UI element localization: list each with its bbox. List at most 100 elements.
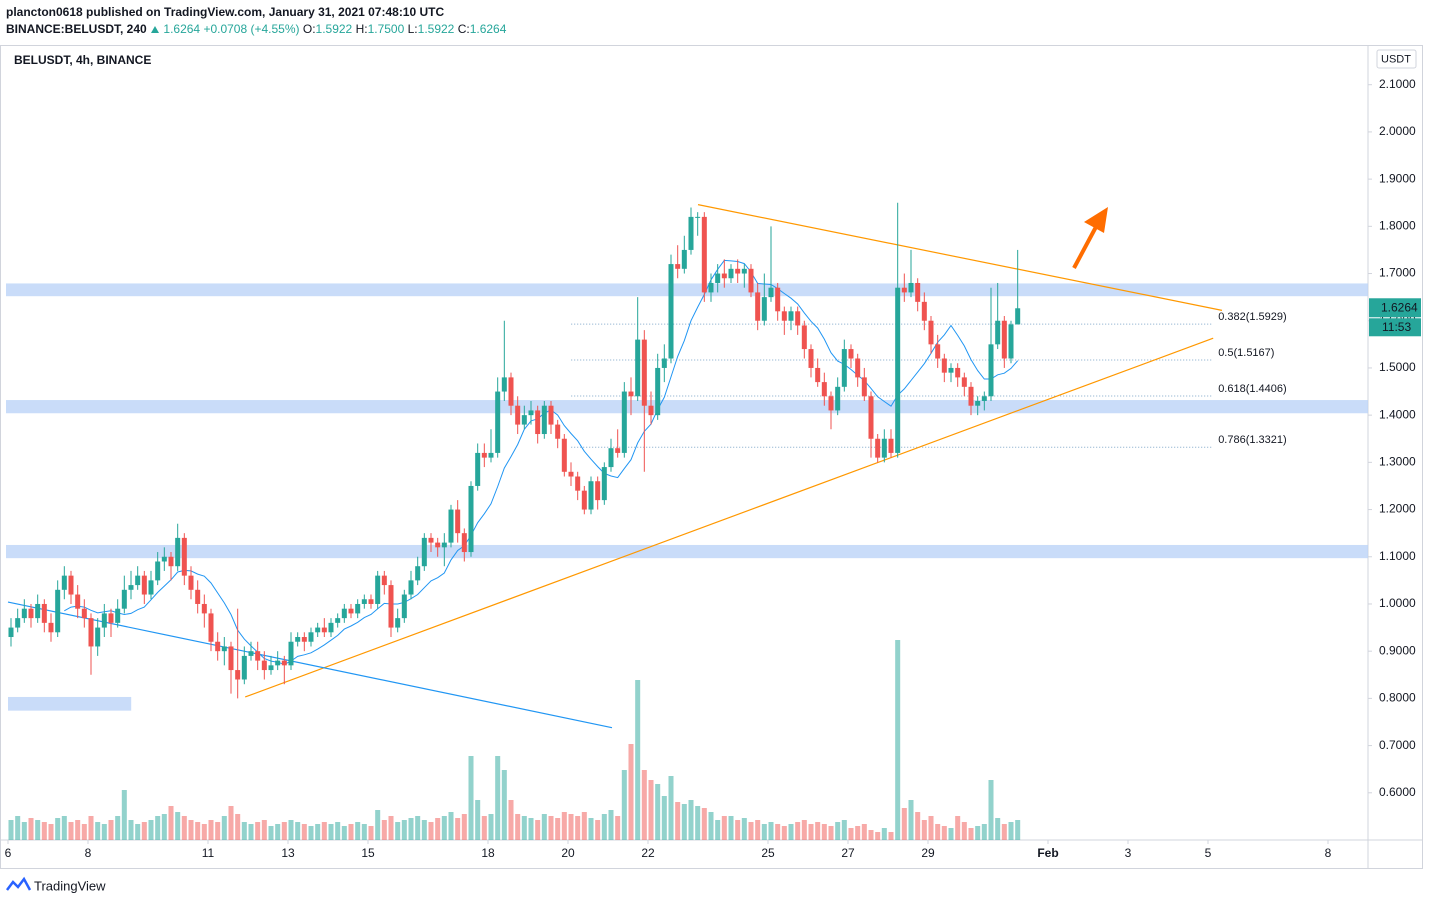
- candle-body: [955, 367, 961, 378]
- volume-bar: [35, 820, 41, 840]
- candle-body: [768, 287, 774, 298]
- candle-body: [835, 386, 841, 411]
- volume-bar: [315, 824, 321, 840]
- y-tick-label: 1.9000: [1379, 171, 1416, 185]
- candle-body: [55, 589, 61, 633]
- volume-bar: [941, 826, 947, 840]
- candle-body: [1008, 324, 1014, 359]
- candle-body: [235, 670, 241, 680]
- volume-bar: [288, 820, 294, 840]
- candle-body: [795, 311, 801, 326]
- volume-bar: [8, 820, 14, 840]
- volume-bar: [221, 816, 227, 840]
- volume-bar: [515, 814, 521, 840]
- candle-body: [161, 556, 167, 562]
- volume-bar: [841, 820, 847, 840]
- candle-body: [755, 292, 761, 321]
- volume-bar: [441, 816, 447, 840]
- candle-body: [881, 438, 887, 458]
- candle-body: [515, 405, 521, 425]
- volume-bar: [308, 826, 314, 840]
- ohlc-value: 1.5922: [315, 22, 353, 36]
- candle-body: [855, 358, 861, 378]
- y-tick-label: 0.8000: [1379, 691, 1416, 705]
- volume-bar: [615, 816, 621, 840]
- candle-body: [841, 349, 847, 387]
- volume-bar: [68, 822, 74, 840]
- candle-body: [595, 481, 601, 501]
- volume-bar: [235, 814, 241, 840]
- volume-bar: [741, 818, 747, 840]
- candle-body: [408, 580, 414, 595]
- y-tick-label: 2.1000: [1379, 77, 1416, 91]
- volume-bar: [168, 806, 174, 840]
- candle-body: [441, 542, 447, 548]
- candle-body: [928, 320, 934, 345]
- candle-body: [721, 273, 727, 279]
- candle-body: [701, 216, 707, 293]
- candle-body: [661, 358, 667, 368]
- candle-body: [555, 424, 561, 439]
- candle-body: [421, 537, 427, 567]
- countdown: 11:53: [1382, 320, 1411, 334]
- candle-body: [861, 377, 867, 397]
- fib-label: 0.5(1.5167): [1218, 347, 1274, 359]
- volume-bar: [961, 822, 967, 840]
- candle-body: [248, 651, 254, 656]
- volume-bar: [481, 816, 487, 840]
- x-tick-label: 6: [5, 846, 12, 860]
- candle-body: [995, 320, 1001, 345]
- volume-bar: [541, 814, 547, 840]
- candle-body: [28, 608, 34, 619]
- volume-bar: [108, 820, 114, 840]
- volume-bar: [795, 822, 801, 840]
- candle-body: [468, 485, 474, 553]
- volume-bar: [388, 816, 394, 840]
- candle-body: [48, 622, 54, 633]
- candle-body: [628, 391, 634, 397]
- candle-body: [348, 608, 354, 614]
- volume-bar: [375, 810, 381, 840]
- candle-body: [548, 405, 554, 425]
- volume-bar: [575, 816, 581, 840]
- candle-body: [401, 594, 407, 619]
- candle-body: [461, 533, 467, 553]
- volume-bar: [501, 770, 507, 840]
- y-tick-label: 1.1000: [1379, 549, 1416, 563]
- volume-bar: [835, 822, 841, 840]
- candle-body: [301, 637, 307, 642]
- candle-body: [1001, 320, 1007, 359]
- volume-bar: [655, 784, 661, 840]
- candle-body: [115, 608, 121, 623]
- ohlc-label: O:: [302, 22, 316, 36]
- candle-body: [435, 542, 441, 548]
- y-tick-label: 1.0000: [1379, 596, 1416, 610]
- candle-body: [135, 575, 141, 586]
- volume-bar: [701, 808, 707, 840]
- zone: [6, 544, 1368, 559]
- volume-bar: [555, 818, 561, 840]
- candle-body: [695, 216, 701, 218]
- candle-body: [181, 537, 187, 576]
- volume-bar: [875, 832, 881, 840]
- volume-bar: [868, 830, 874, 840]
- x-tick-label: 15: [361, 846, 375, 860]
- candle-body: [41, 603, 47, 623]
- candle-body: [888, 438, 894, 453]
- volume-bar: [581, 812, 587, 840]
- candle-body: [821, 382, 827, 397]
- candle-body: [901, 287, 907, 293]
- volume-bar: [461, 814, 467, 840]
- volume-bar: [281, 822, 287, 840]
- candle-body: [335, 618, 341, 623]
- candle-body: [635, 339, 641, 397]
- volume-bar: [395, 822, 401, 840]
- candle-body: [261, 660, 267, 671]
- candle-body: [328, 622, 334, 633]
- volume-bar: [415, 816, 421, 840]
- volume-bar: [215, 822, 221, 840]
- volume-bar: [121, 790, 127, 840]
- volume-bar: [861, 824, 867, 840]
- candle-body: [255, 651, 261, 661]
- volume-bar: [41, 822, 47, 840]
